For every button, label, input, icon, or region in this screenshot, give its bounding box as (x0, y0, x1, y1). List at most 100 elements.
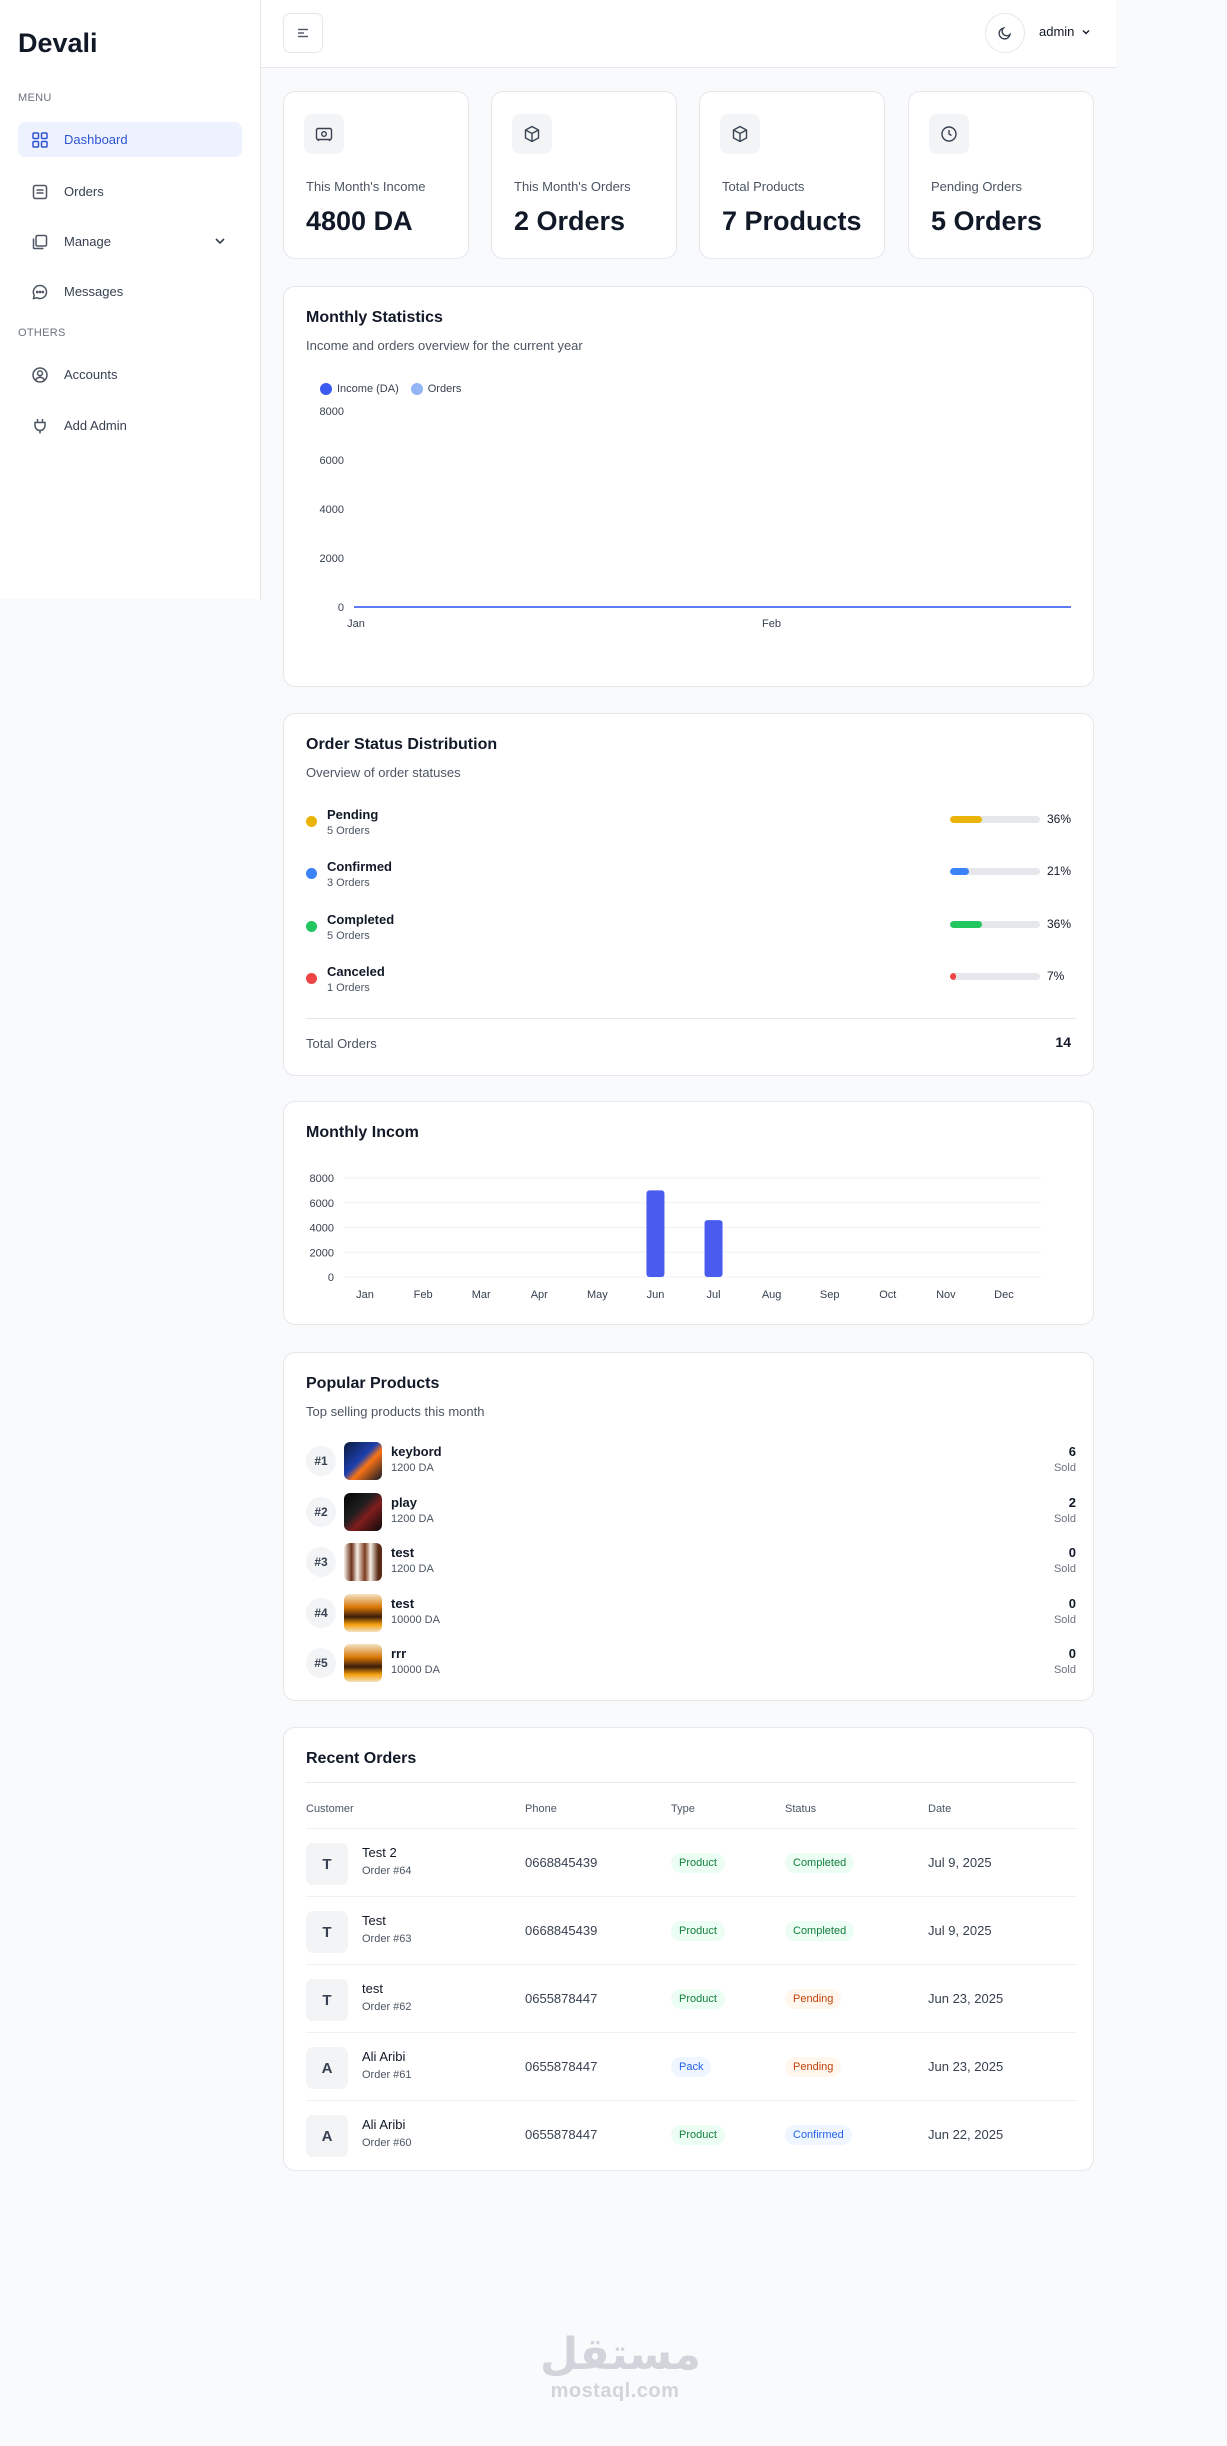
chat-icon (31, 283, 49, 301)
sidebar-item-accounts[interactable]: Accounts (18, 357, 242, 392)
status-badge: Completed (785, 1921, 855, 1941)
card-title: Order Status Distribution (306, 736, 498, 753)
status-name: Canceled (327, 964, 385, 979)
card-subtitle: Overview of order statuses (306, 765, 461, 780)
chevron-down-icon (1082, 29, 1090, 34)
y-tick-label: 4000 (320, 504, 344, 516)
stat-label: Pending Orders (931, 179, 1023, 194)
theme-toggle-button[interactable] (985, 13, 1025, 53)
product-row[interactable]: #5 rrr 10000 DA 0 Sold (306, 1644, 1076, 1684)
legend-label: Orders (427, 383, 462, 395)
moon-icon (998, 26, 1012, 40)
customer-name: Ali Aribi (362, 2049, 406, 2064)
user-menu[interactable]: admin (1039, 24, 1092, 39)
x-tick-label: Aug (762, 1289, 782, 1301)
column-header-customer[interactable]: Customer (306, 1803, 354, 1815)
product-thumbnail (344, 1644, 382, 1682)
x-tick-label: Apr (531, 1289, 548, 1301)
type-badge: Product (671, 2125, 725, 2145)
order-date: Jul 9, 2025 (928, 1855, 992, 1870)
table-row[interactable]: T Test 2 Order #64 0668845439 Product Co… (306, 1828, 1076, 1896)
column-header-type[interactable]: Type (671, 1803, 695, 1815)
y-tick-label: 2000 (320, 553, 344, 565)
column-header-date[interactable]: Date (928, 1803, 952, 1815)
status-progress-fill (950, 921, 983, 928)
product-sold-count: 0 (1068, 1545, 1076, 1560)
status-row-confirmed: Confirmed 3 Orders 21% (306, 859, 1076, 899)
avatar: A (306, 2047, 348, 2089)
avatar: A (306, 2115, 348, 2157)
bar[interactable] (704, 1220, 723, 1277)
user-circle-icon (31, 366, 49, 384)
order-date: Jun 22, 2025 (928, 2127, 1004, 2142)
x-tick-label: Feb (762, 618, 781, 630)
product-rank: #3 (306, 1547, 336, 1577)
type-badge: Pack (671, 2057, 712, 2077)
product-price: 10000 DA (391, 1614, 440, 1626)
status-count: 1 Orders (327, 982, 370, 994)
status-progress-track (950, 921, 1040, 928)
product-price: 10000 DA (391, 1664, 440, 1676)
x-tick-label: Jul (707, 1289, 721, 1301)
status-name: Confirmed (327, 859, 392, 874)
status-progress-fill (950, 973, 957, 980)
product-thumbnail (344, 1493, 382, 1531)
y-tick-label: 0 (338, 602, 344, 614)
legend-item[interactable]: Orders (410, 383, 462, 395)
product-rank: #1 (306, 1446, 336, 1476)
product-thumbnail (344, 1442, 382, 1480)
table-row[interactable]: A Ali Aribi Order #61 0655878447 Pack Pe… (306, 2032, 1076, 2100)
table-row[interactable]: T test Order #62 0655878447 Product Pend… (306, 1964, 1076, 2032)
status-percent: 36% (1047, 917, 1072, 931)
sidebar-item-label: Messages (64, 284, 124, 299)
status-badge: Pending (785, 2057, 842, 2077)
product-sold-label: Sold (1053, 1614, 1076, 1626)
x-tick-label: Jun (647, 1289, 665, 1301)
sidebar-item-messages[interactable]: Messages (18, 274, 242, 309)
order-number: Order #62 (362, 2001, 412, 2013)
menu-toggle-button[interactable] (283, 13, 323, 53)
product-row[interactable]: #4 test 10000 DA 0 Sold (306, 1594, 1076, 1634)
product-sold-label: Sold (1053, 1664, 1076, 1676)
sidebar-item-manage[interactable]: Manage (18, 224, 242, 259)
status-row-canceled: Canceled 1 Orders 7% (306, 964, 1076, 1004)
watermark: مستقل mostaql.com (540, 2330, 701, 2403)
menu-icon (298, 28, 308, 38)
x-tick-label: Nov (936, 1289, 956, 1301)
stat-card-orders: This Month's Orders 2 Orders (491, 91, 677, 259)
sidebar-item-dashboard[interactable]: Dashboard (18, 122, 242, 157)
table-row[interactable]: A Ali Aribi Order #60 0655878447 Product… (306, 2100, 1076, 2168)
stat-card-income: This Month's Income 4800 DA (283, 91, 469, 259)
status-percent: 7% (1047, 969, 1065, 983)
product-name: play (391, 1495, 418, 1510)
product-row[interactable]: #3 test 1200 DA 0 Sold (306, 1543, 1076, 1583)
chevron-down-icon[interactable] (212, 233, 228, 249)
x-tick-label: Jan (356, 1289, 374, 1301)
customer-name: Test (362, 1913, 386, 1928)
column-header-status[interactable]: Status (785, 1803, 817, 1815)
legend-label: Income (DA) (337, 383, 399, 395)
product-row[interactable]: #1 keybord 1200 DA 6 Sold (306, 1442, 1076, 1482)
table-row[interactable]: T Test Order #63 0668845439 Product Comp… (306, 1896, 1076, 1964)
bar[interactable] (646, 1190, 665, 1277)
status-badge: Confirmed (785, 2125, 852, 2145)
product-name: keybord (391, 1444, 442, 1459)
card-subtitle: Income and orders overview for the curre… (306, 338, 583, 353)
status-row-completed: Completed 5 Orders 36% (306, 912, 1076, 952)
order-date: Jun 23, 2025 (928, 2059, 1004, 2074)
status-progress-track (950, 868, 1040, 875)
product-thumbnail (344, 1594, 382, 1632)
column-header-phone[interactable]: Phone (525, 1803, 557, 1815)
sidebar-item-add-admin[interactable]: Add Admin (18, 408, 242, 443)
product-rank: #4 (306, 1598, 336, 1628)
stat-value: 7 Products (722, 206, 862, 236)
phone-number: 0655878447 (525, 2127, 598, 2142)
y-tick-label: 8000 (320, 406, 344, 418)
app-logo[interactable]: Devali (18, 28, 98, 58)
top-bar: admin (261, 0, 1116, 68)
product-sold-count: 2 (1068, 1495, 1076, 1510)
sidebar-item-orders[interactable]: Orders (18, 174, 242, 209)
legend-item[interactable]: Income (DA) (320, 383, 399, 395)
y-tick-label: 2000 (310, 1247, 334, 1259)
product-row[interactable]: #2 play 1200 DA 2 Sold (306, 1493, 1076, 1533)
